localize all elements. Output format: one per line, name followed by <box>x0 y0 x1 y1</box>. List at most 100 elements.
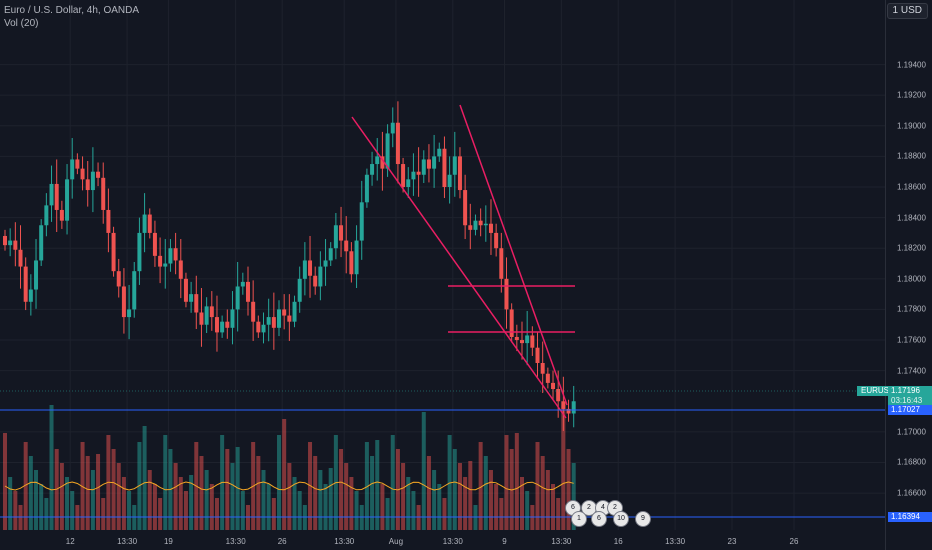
candle <box>571 385 576 428</box>
volume-bar <box>199 456 204 530</box>
candle-body <box>209 306 214 318</box>
volume-bar <box>121 477 126 530</box>
candle-body <box>364 174 369 203</box>
candle <box>566 399 571 422</box>
economic-events[interactable]: 6 2 4 2 1 6 10 9 <box>565 500 655 527</box>
volume-bar <box>209 484 214 530</box>
candle <box>147 208 152 239</box>
volume-bar <box>463 477 468 530</box>
candle <box>545 367 550 389</box>
volume-bar <box>163 435 168 530</box>
candle <box>220 315 225 338</box>
candle-body <box>540 363 545 374</box>
volume-bar <box>556 498 561 530</box>
candle <box>44 193 49 237</box>
candle-body <box>127 309 132 318</box>
candle-body <box>199 312 204 325</box>
candle-body <box>194 294 199 313</box>
candle <box>230 291 235 345</box>
volume-bar <box>571 463 576 530</box>
volume-bar <box>277 435 282 530</box>
candle-body <box>292 301 297 322</box>
candle-body <box>349 251 354 275</box>
candle <box>214 295 219 352</box>
symbol-title[interactable]: Euro / U.S. Dollar, 4h, OANDA <box>4 5 140 16</box>
volume-bar <box>85 456 90 530</box>
candle <box>199 288 204 347</box>
event-flag-icon[interactable]: 6 <box>591 511 607 527</box>
candle-body <box>390 122 395 134</box>
candle-body <box>395 122 400 165</box>
candle <box>132 261 137 318</box>
candle <box>277 300 282 337</box>
candle-body <box>463 190 468 226</box>
candle <box>421 150 426 184</box>
time-tick-label: Aug <box>388 537 404 546</box>
candle-body <box>13 240 18 250</box>
volume-bar <box>323 484 328 530</box>
volume-bar <box>421 412 426 530</box>
time-tick-label: 16 <box>613 537 623 546</box>
candle <box>437 142 442 162</box>
volume-bar <box>566 449 571 530</box>
candle-body <box>359 202 364 241</box>
candle-body <box>183 278 188 302</box>
candle-body <box>266 317 271 325</box>
candle <box>318 251 323 301</box>
candle <box>59 200 64 229</box>
price-tick-label: 1.19200 <box>897 90 926 100</box>
volume-bar <box>432 470 437 530</box>
candle-body <box>23 266 28 302</box>
candle-body <box>535 347 540 363</box>
candle <box>452 131 457 197</box>
drawings[interactable] <box>0 104 885 518</box>
candle <box>535 332 540 377</box>
candle <box>504 257 509 329</box>
candle-body <box>189 294 194 302</box>
candle-body <box>147 214 152 233</box>
event-flag-icon[interactable]: 1 <box>571 511 587 527</box>
candle <box>426 144 431 183</box>
volume-bars <box>3 405 576 530</box>
candle-body <box>473 220 478 230</box>
time-tick-label: 13:30 <box>442 537 463 546</box>
candle <box>80 156 85 191</box>
volume-bar <box>256 456 261 530</box>
volume-bar <box>375 440 380 530</box>
candle-body <box>230 309 235 328</box>
candle-body <box>551 382 556 390</box>
candle-body <box>251 301 256 322</box>
volume-indicator-label[interactable]: Vol (20) <box>4 18 39 29</box>
volume-bar <box>28 456 33 530</box>
currency-button[interactable]: 1 USD <box>886 3 928 19</box>
volume-bar <box>90 470 95 530</box>
volume-bar <box>3 433 7 530</box>
candle-body <box>499 248 504 279</box>
volume-bar <box>59 463 64 530</box>
candle <box>432 134 437 188</box>
last-price-tag: 1.17196 <box>888 386 932 396</box>
candle-body <box>158 255 163 267</box>
volume-bar <box>525 491 530 530</box>
candle <box>463 174 468 240</box>
volume-bar <box>23 442 28 530</box>
candle <box>261 312 266 344</box>
event-flag-icon[interactable]: 10 <box>613 511 629 527</box>
candle <box>416 147 421 197</box>
volume-bar <box>344 463 349 530</box>
trendline-upper[interactable] <box>351 116 567 419</box>
event-flag-icon[interactable]: 9 <box>635 511 651 527</box>
volume-bar <box>488 470 493 530</box>
candle <box>328 242 333 266</box>
candle-body <box>214 317 219 333</box>
volume-bar <box>452 449 457 530</box>
volume-bar <box>514 433 519 530</box>
candle <box>75 153 80 175</box>
volume-bar <box>540 456 545 530</box>
candle-body <box>432 156 437 169</box>
candle <box>313 266 318 295</box>
volume-bar <box>39 484 44 530</box>
volume-bar <box>266 484 271 530</box>
trendline-lower[interactable] <box>459 104 568 406</box>
